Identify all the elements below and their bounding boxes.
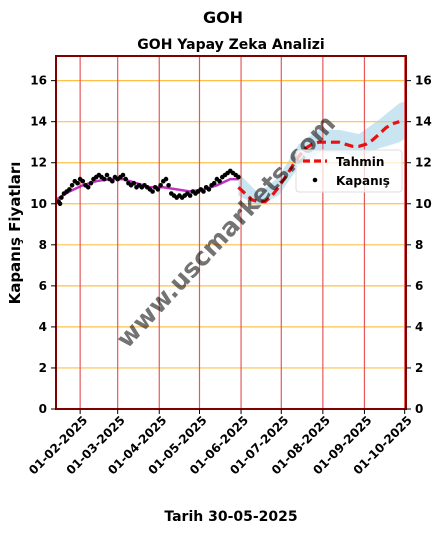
y-tick-label: 10 [30,197,47,211]
close-point [166,183,171,188]
close-point [187,193,193,198]
y-tick-label: 4 [39,320,47,334]
x-axis: 01-02-202501-03-202501-04-202501-05-2025… [26,409,415,477]
y-axis-left: 0 2 4 6 8 10 12 14 16 [30,74,56,416]
plot-background [56,56,406,409]
close-point [217,178,222,184]
grid [56,56,406,409]
y-tick-label: 0 [39,402,47,416]
y-tick-label: 6 [39,279,47,293]
legend-box [295,149,403,193]
close-point [69,183,75,188]
y-tick-label: 2 [415,361,423,375]
close-point [150,189,155,194]
close-point [201,189,206,194]
confidence-band [238,101,406,206]
y-tick-label: 12 [415,156,432,170]
close-point [80,178,86,184]
y-tick-label: 4 [415,320,423,334]
chart-title: GOH [203,8,243,27]
close-point [236,174,241,180]
close-point [67,187,72,192]
y-tick-label: 16 [415,74,432,88]
close-point [123,176,128,182]
y-axis-right: 0 2 4 6 8 10 12 14 16 [406,74,432,416]
close-point [75,180,80,186]
close-point [211,180,217,186]
close-point [110,178,115,184]
plot-frame [55,55,407,410]
y-tick-label: 0 [415,402,423,416]
close-point [85,185,91,190]
close-point [57,201,63,207]
close-point [88,180,94,186]
close-point [120,172,126,178]
close-point [104,172,110,178]
y-tick-label: 6 [415,279,423,293]
legend-close-swatch [312,177,318,183]
y-tick-label: 16 [30,74,47,88]
x-axis-label: Tarih 30-05-2025 [164,509,297,525]
legend-forecast-label: Tahmin [336,155,384,169]
y-tick-label: 10 [415,197,432,211]
y-tick-label: 14 [415,115,432,129]
close-point [206,187,212,192]
y-tick-label: 8 [39,238,47,252]
y-tick-label: 8 [415,238,423,252]
close-series [56,168,241,207]
forecast-series [237,120,400,204]
legend-close-label: Kapanış [336,174,390,188]
plot-border [55,55,407,410]
legend: Tahmin Kapanış [295,149,403,193]
close-point [131,180,137,186]
forecast-band [238,101,406,206]
y-tick-label: 2 [39,361,47,375]
plot-area [56,56,406,409]
close-point [102,176,107,182]
forecast-line [237,120,400,204]
y-tick-label: 14 [30,115,47,129]
close-point [163,176,169,182]
close-point [158,183,163,188]
y-axis-label: Kapanış Fiyatları [6,162,24,305]
y-tick-label: 12 [30,156,47,170]
close-point [155,187,161,192]
chart-subtitle: GOH Yapay Zeka Analizi [137,37,324,53]
close-point [59,195,64,200]
